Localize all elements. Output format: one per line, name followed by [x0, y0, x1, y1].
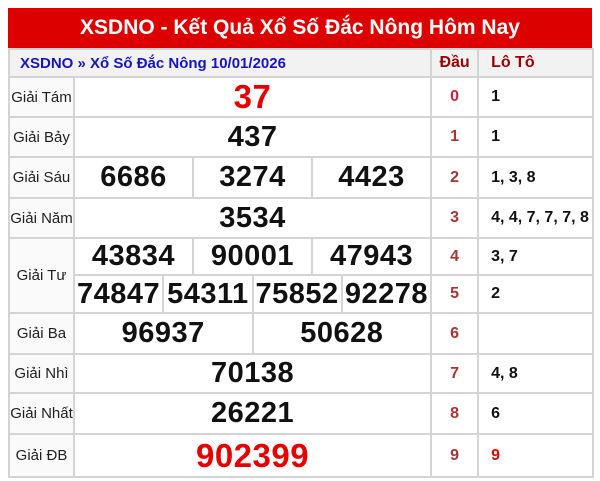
- prize-number: 90001: [192, 237, 313, 276]
- prize-number: 43834: [73, 237, 194, 276]
- dau-value: 3: [430, 197, 480, 239]
- loto-value: 1: [477, 116, 595, 158]
- prize-number: 92278: [340, 274, 433, 314]
- prize-label-giai-tam: Giải Tám: [8, 76, 75, 118]
- prize-number: 37: [72, 76, 433, 118]
- prize-number: 54311: [162, 274, 254, 314]
- prize-number: 3534: [72, 197, 433, 239]
- dau-value: 2: [430, 156, 480, 199]
- loto-value: 9: [477, 433, 595, 478]
- dau-value: 9: [430, 433, 480, 478]
- prize-number: 70138: [72, 353, 433, 394]
- prize-label-giai-nhi: Giải Nhì: [8, 353, 75, 394]
- column-header-dau: Đầu: [430, 48, 480, 78]
- dau-value: 5: [430, 274, 480, 314]
- prize-label-giai-tu: Giải Tư: [8, 237, 75, 314]
- prize-number: 4423: [310, 156, 433, 199]
- dau-value: 1: [430, 116, 480, 158]
- dau-value: 7: [430, 353, 480, 394]
- loto-value: 6: [477, 392, 595, 435]
- prize-label-giai-db: Giải ĐB: [8, 433, 75, 478]
- dau-value: 6: [430, 312, 480, 355]
- column-header-loto: Lô Tô: [477, 48, 595, 78]
- prize-number: 902399: [72, 433, 433, 478]
- loto-value: 1, 3, 8: [477, 156, 595, 199]
- prize-number: 50628: [251, 312, 433, 355]
- loto-value: [477, 312, 595, 355]
- prize-number: 26221: [72, 392, 433, 435]
- prize-number: 74847: [72, 274, 165, 314]
- prize-number: 437: [72, 116, 433, 158]
- prize-number: 47943: [310, 237, 433, 276]
- results-table: XSDNO » Xổ Số Đắc Nông 10/01/2026 Đầu Lô…: [7, 48, 595, 478]
- prize-label-giai-ba: Giải Ba: [8, 312, 75, 355]
- prize-label-giai-bay: Giải Bảy: [8, 116, 75, 158]
- results-panel: XSDNO - Kết Quả Xổ Số Đắc Nông Hôm Nay X…: [7, 8, 595, 478]
- page-title: XSDNO - Kết Quả Xổ Số Đắc Nông Hôm Nay: [8, 8, 592, 48]
- loto-value: 1: [477, 76, 595, 118]
- prize-label-giai-nhat: Giải Nhất: [8, 392, 75, 435]
- loto-value: 4, 8: [477, 353, 595, 394]
- prize-label-giai-nam: Giải Năm: [8, 197, 75, 239]
- breadcrumb[interactable]: XSDNO » Xổ Số Đắc Nông 10/01/2026: [7, 48, 433, 78]
- prize-number: 3274: [192, 156, 313, 199]
- loto-value: 4, 4, 7, 7, 7, 8: [477, 197, 595, 239]
- dau-value: 4: [430, 237, 480, 276]
- loto-value: 2: [477, 274, 595, 314]
- prize-label-giai-sau: Giải Sáu: [8, 156, 75, 199]
- dau-value: 8: [430, 392, 480, 435]
- prize-number: 6686: [73, 156, 194, 199]
- loto-value: 3, 7: [477, 237, 595, 276]
- prize-number: 96937: [73, 312, 254, 355]
- dau-value: 0: [430, 76, 480, 118]
- prize-number: 75852: [251, 274, 343, 314]
